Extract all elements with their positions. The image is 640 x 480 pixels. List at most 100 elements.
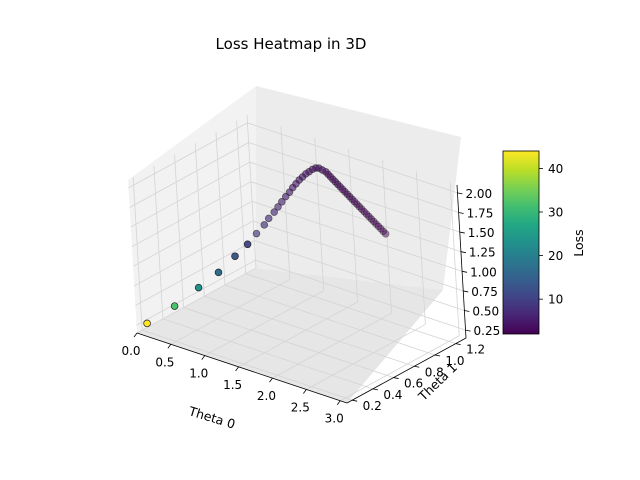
grid-line-x [246,114,257,269]
data-point [170,302,179,310]
y-tick-label: 0.4 [383,388,402,402]
colorbar-label: Loss [571,229,586,256]
data-point [143,319,151,328]
grid-line-y [204,295,415,367]
back-right-pane [256,86,461,290]
grid-line-y [194,143,205,297]
z-tick-mark [459,231,465,234]
x-tick-mark [336,400,341,405]
x-tick-mark [235,366,239,372]
y-tick-label: 1.2 [466,343,485,357]
grid-line-z [247,122,458,194]
grid-line-z [129,142,249,208]
data-point [264,214,273,223]
grid-line-x [204,290,324,356]
y-axis-ticks: 0.20.40.60.81.01.2 [352,343,485,413]
data-point [377,225,385,233]
floor-pane [137,268,443,403]
y-tick-label: 0.6 [404,377,423,391]
x-axis-label: Theta 0 [186,403,237,432]
grid-line-x [340,335,460,402]
grid-line-x [272,312,392,379]
x-tick-label: 1.0 [189,367,208,381]
z-tick-label: 1.50 [468,226,495,240]
grid-line-x [449,182,460,336]
colorbar-tick-label: 20 [548,249,563,263]
y-tick-label: 0.2 [363,399,382,413]
data-point [231,252,239,260]
data-point [214,268,223,277]
data-point [270,208,278,216]
grid-line-x [170,278,291,345]
y-tick-mark [393,377,399,379]
colorbar-tick-label: 30 [548,206,563,220]
z-tick-label: 0.50 [472,305,499,319]
chart-title: Loss Heatmap in 3D [216,35,367,53]
colorbar-ticks: 10 20 30 40 [539,162,563,307]
data-point [274,203,282,211]
x-tick-label: 2.0 [257,389,276,403]
z-tick-mark [458,212,464,214]
x-tick-mark [269,377,273,383]
grid-line-z [136,259,256,326]
grid-line-y [162,318,373,390]
x-tick-label: 0.0 [121,344,140,358]
x-tick-mark [303,389,307,394]
grid-line-y [142,329,353,401]
z-tick-label: 0.75 [471,285,498,299]
z-tick-mark [461,270,468,273]
data-point [381,230,390,238]
grid-line-z [128,122,248,189]
grid-line-y [174,154,184,308]
scatter-points [143,164,390,328]
grid-line-z [251,200,463,272]
z-tick-label: 0.25 [474,324,501,338]
y-tick-mark [352,399,358,402]
grid-line-y [236,120,247,274]
y-tick-label: 1.0 [445,354,464,368]
z-tick-label: 1.75 [467,206,494,220]
grid-line-y [153,165,164,319]
z-tick-label: 1.25 [469,246,496,260]
x-tick-label: 1.5 [223,378,242,392]
x-axis-ticks: 0.0 0.5 1.0 1.5 2.0 2.5 3.0 [121,332,344,426]
z-tick-mark [464,310,470,312]
z-tick-label: 2.00 [465,187,492,201]
data-point [379,227,388,236]
colorbar-tick-label: 10 [548,293,563,307]
x-tick-label: 2.5 [291,400,310,414]
z-tick-mark [457,192,463,195]
grid-line-z [130,161,250,228]
z-tick-mark [463,290,469,293]
grid-line-x [348,148,359,302]
y-tick-mark [414,365,420,368]
data-point [260,221,269,229]
grid-line-y [245,273,456,345]
data-point [243,240,252,249]
grid-line-x [314,137,325,291]
data-point [278,198,286,206]
x-tick-mark [201,355,206,360]
z-axis-ticks: 0.25 0.50 0.75 1.00 1.25 1.50 1.75 2.00 [457,187,500,338]
plot-3d-axes: 0.00.51.01.52.02.53.0 0.20.40.60.81.01.2… [121,86,500,426]
grid-line-x [306,324,426,390]
y-tick-label: 0.8 [425,365,444,379]
grid-line-y [224,284,436,356]
y-tick-mark [455,343,461,346]
grid-line-z [248,142,459,213]
x-tick-mark [133,332,138,338]
x-tick-label: 0.5 [155,355,174,369]
data-point [281,192,290,201]
colorbar: 10 20 30 40 Loss [502,150,586,335]
grid-line-y [183,307,394,378]
grid-line-y [132,177,143,331]
grid-line-x [415,171,426,325]
x-axis-line [136,332,348,404]
z-tick-label: 1.00 [470,265,497,279]
data-point [194,283,203,292]
grid-line-z [255,259,466,331]
grid-line-z [135,240,255,306]
grid-line-z [134,220,254,287]
z-tick-mark [460,251,467,254]
